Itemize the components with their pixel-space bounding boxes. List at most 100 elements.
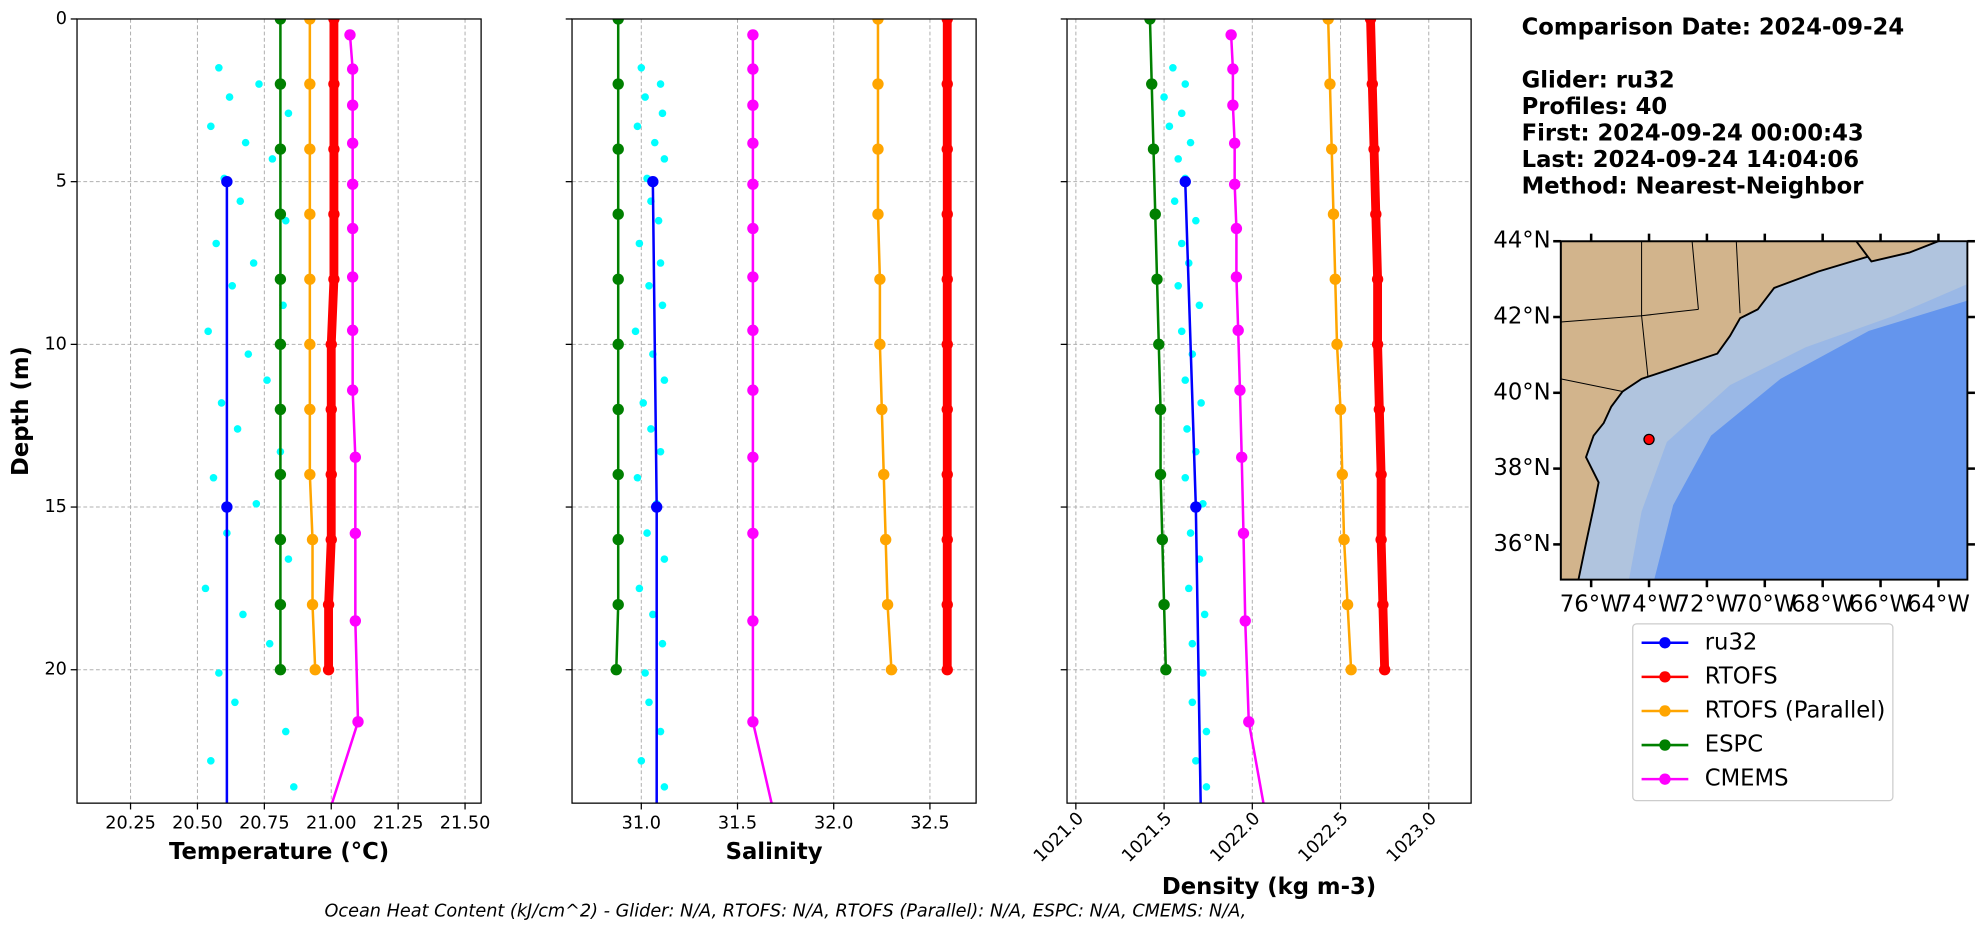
series-marker	[941, 78, 953, 90]
series-marker	[1230, 271, 1243, 283]
x-axis-label: Temperature (°C)	[169, 839, 389, 865]
lat-tick-label: 38°N	[1493, 455, 1550, 481]
series-marker	[1156, 533, 1168, 546]
lon-tick-label: 74°W	[1618, 591, 1681, 617]
series-marker	[1370, 208, 1382, 220]
series-marker	[328, 78, 340, 90]
glider-point	[209, 473, 218, 482]
info-line: First: 2024-09-24 00:00:43	[1522, 120, 1864, 146]
info-line: Last: 2024-09-24 14:04:06	[1522, 147, 1859, 173]
series-marker	[346, 222, 359, 235]
series-marker	[349, 615, 362, 627]
series-marker	[1228, 137, 1241, 149]
series-marker	[1334, 403, 1347, 416]
series-marker	[941, 208, 953, 220]
glider-point	[1186, 529, 1195, 537]
series-marker	[1239, 615, 1251, 627]
series-marker	[346, 137, 359, 149]
legend	[1632, 623, 1894, 802]
glider-point	[1192, 757, 1200, 765]
series-marker	[322, 598, 335, 611]
series-marker	[872, 143, 884, 155]
glider-point	[656, 727, 665, 736]
series-marker	[328, 273, 340, 285]
x-tick-label: 1021.5	[1118, 809, 1176, 867]
series-marker	[328, 18, 340, 25]
series-marker	[747, 178, 759, 190]
series-marker	[346, 384, 359, 396]
lon-tick-label: 66°W	[1849, 591, 1912, 617]
x-tick-label: 31.5	[718, 813, 757, 833]
info-line: Comparison Date: 2024-09-24	[1522, 14, 1905, 40]
glider-position	[1643, 433, 1655, 446]
glider-point	[201, 584, 210, 593]
glider-point	[656, 80, 665, 88]
series-marker	[1331, 338, 1343, 351]
glider-point	[268, 155, 277, 163]
series-marker	[274, 468, 287, 481]
series-marker	[1371, 273, 1384, 285]
axes-frame	[76, 18, 482, 804]
legend-marker	[1659, 705, 1671, 717]
series-marker	[647, 175, 659, 188]
series-marker	[304, 468, 316, 481]
glider-point	[650, 138, 659, 147]
glider-point	[645, 281, 653, 290]
legend-marker	[1659, 773, 1671, 785]
lon-tick-label: 64°W	[1907, 591, 1970, 617]
series-marker	[306, 598, 319, 611]
glider-point	[1165, 122, 1174, 131]
glider-point	[1160, 93, 1168, 101]
glider-point	[207, 757, 215, 765]
glider-point	[1174, 155, 1182, 163]
series-marker	[941, 403, 953, 416]
glider-point	[637, 63, 646, 72]
series-marker	[346, 99, 359, 111]
series-marker	[1243, 716, 1255, 728]
borders	[1560, 241, 1741, 392]
series-marker	[612, 208, 624, 220]
glider-point	[1174, 281, 1182, 290]
series-marker	[346, 271, 359, 283]
series-marker	[274, 143, 287, 155]
glider-point	[233, 425, 242, 433]
series-marker	[612, 273, 624, 285]
series-marker	[747, 222, 759, 235]
x-tick-label: 32.5	[910, 813, 949, 833]
series-marker	[346, 178, 359, 190]
series-line	[751, 34, 773, 804]
series-line	[1229, 34, 1265, 804]
series-marker	[1160, 664, 1172, 676]
lat-tick-label: 36°N	[1493, 531, 1550, 557]
glider-point	[641, 669, 649, 677]
series-marker	[304, 18, 316, 25]
series-marker	[1378, 664, 1391, 676]
info-line: Method: Nearest-Neighbor	[1522, 173, 1865, 199]
legend-marker	[1659, 671, 1671, 683]
series-marker	[1147, 143, 1160, 155]
x-tick-label: 1023.0	[1383, 809, 1441, 867]
glider-point	[1202, 783, 1211, 791]
series-marker	[612, 78, 624, 90]
series-marker	[612, 143, 624, 155]
glider-point	[281, 727, 290, 736]
glider-point	[658, 109, 667, 118]
series-marker	[747, 29, 759, 41]
series-marker	[1364, 18, 1377, 25]
glider-point	[631, 327, 640, 336]
series-marker	[1151, 273, 1163, 285]
lon-tick-label: 76°W	[1560, 591, 1623, 617]
series-marker	[1232, 324, 1244, 337]
glider-point	[1170, 197, 1179, 205]
series-marker	[941, 143, 953, 155]
glider-point	[656, 259, 665, 267]
glider-point	[1197, 399, 1205, 407]
glider-point	[252, 500, 261, 508]
glider-point	[1188, 698, 1197, 707]
series-marker	[941, 664, 953, 676]
glider-point	[649, 610, 657, 619]
glider-point	[1192, 216, 1200, 225]
series-marker	[1154, 468, 1167, 481]
legend-marker	[1659, 637, 1671, 649]
land	[1560, 241, 1896, 580]
